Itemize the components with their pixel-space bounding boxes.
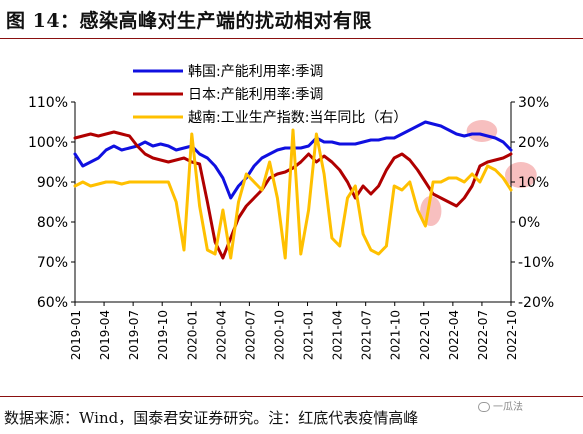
y-left-tick-label: 110% (28, 95, 68, 111)
x-tick-label: 2020-07 (243, 310, 257, 360)
x-tick-label: 2022-07 (476, 310, 490, 360)
y-right-tick-label: 30% (518, 95, 549, 111)
y-right-tick-label: 0% (518, 215, 540, 231)
y-right-tick-label: 10% (518, 175, 549, 191)
x-tick-label: 2022-10 (505, 310, 519, 360)
watermark-text: 一瓜法 (493, 402, 523, 413)
x-tick-label: 2022-04 (447, 310, 461, 360)
title-bar: 图 14：感染高峰对生产端的扰动相对有限 (0, 0, 583, 39)
watermark: 一瓜法 (478, 398, 523, 413)
y-right-tick-label: -20% (518, 295, 554, 311)
y-left-tick-label: 80% (37, 215, 68, 231)
watermark-icon (478, 402, 490, 412)
x-tick-label: 2019-07 (127, 310, 141, 360)
x-tick-label: 2021-10 (389, 310, 403, 360)
y-left-tick-label: 100% (28, 135, 68, 151)
legend-label-1: 日本:产能利用率:季调 (188, 86, 323, 103)
x-tick-label: 2019-01 (69, 310, 83, 360)
y-left-tick-label: 70% (37, 255, 68, 271)
x-tick-label: 2021-04 (331, 310, 345, 360)
x-tick-label: 2020-04 (214, 310, 228, 360)
y-right-tick-label: 20% (518, 135, 549, 151)
legend-label-2: 越南:工业生产指数:当年同比（右） (188, 110, 407, 126)
x-tick-label: 2020-10 (272, 310, 286, 360)
x-tick-label: 2019-10 (156, 310, 170, 360)
x-tick-label: 2021-01 (302, 310, 316, 360)
chart: 60% 70% 80% 90% 100% 110% -20% -10% 0% 10% 20% 30% 2… (28, 63, 554, 360)
source-note: 数据来源：Wind，国泰君安证券研究。注：红底代表疫情高峰 (4, 409, 419, 427)
series-line-1 (73, 130, 513, 260)
x-tick-label: 2020-01 (185, 310, 199, 360)
source-bar: 数据来源：Wind，国泰君安证券研究。注：红底代表疫情高峰 (0, 396, 583, 434)
y-left-tick-label: 90% (37, 175, 68, 191)
legend-label-0: 韩国:产能利用率:季调 (188, 63, 323, 80)
x-tick-label: 2019-04 (98, 310, 112, 360)
y-right-tick-label: -10% (518, 255, 554, 271)
page-title: 图 14：感染高峰对生产端的扰动相对有限 (6, 10, 373, 32)
x-tick-label: 2021-07 (360, 310, 374, 360)
y-left-tick-label: 60% (37, 295, 68, 311)
series-line-2 (73, 128, 513, 260)
x-tick-label: 2022-01 (418, 310, 432, 360)
